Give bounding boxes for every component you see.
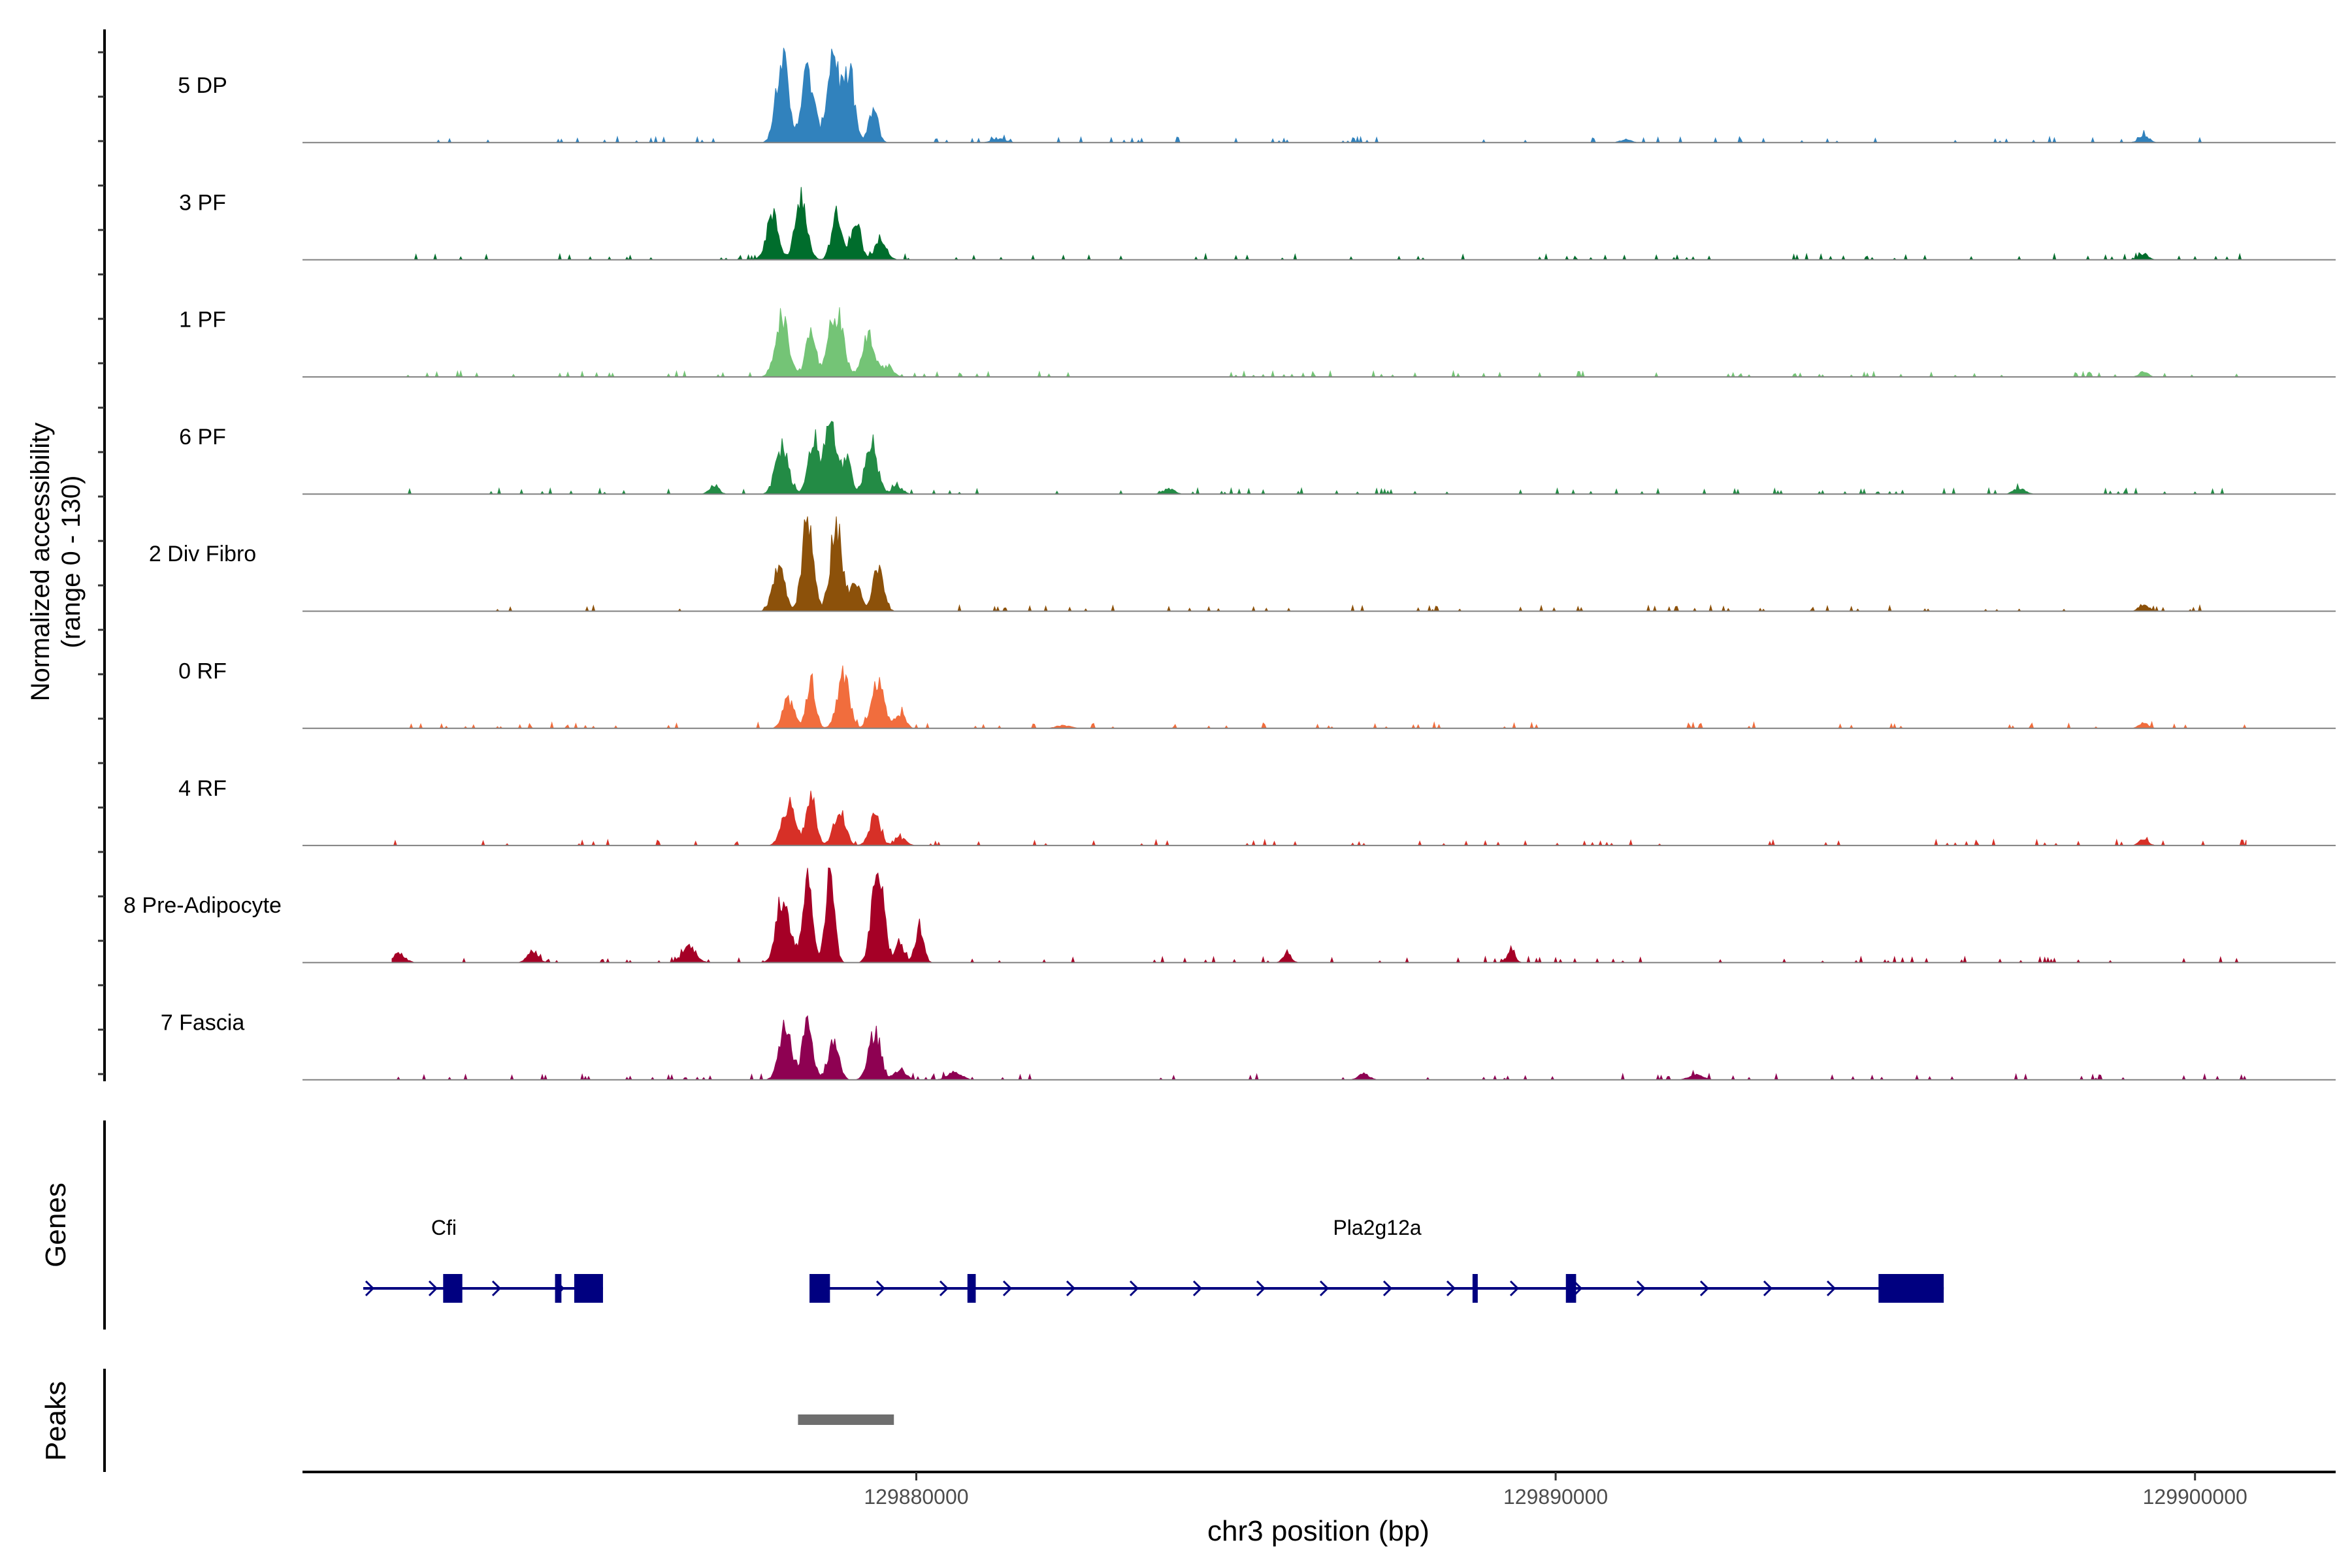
strand-arrow-icon	[1763, 1280, 1773, 1297]
genes-track-label: Genes	[40, 1183, 72, 1267]
coverage-area	[392, 1015, 2247, 1081]
coverage-track: 1 PF	[179, 307, 2336, 378]
coverage-area	[392, 307, 2246, 378]
coverage-track: 0 RF	[178, 659, 2336, 730]
gene-model: Cfi	[363, 1216, 603, 1303]
coverage-tracks: 5 DP 3 PF 1 PF 6 PF 2 Div Fibro 0 RF 4 RF 8 Pre…	[123, 48, 2336, 1081]
gene-exon	[555, 1274, 562, 1303]
track-label: 6 PF	[179, 425, 226, 449]
gene-exon	[1472, 1274, 1478, 1303]
gene-exon	[1878, 1274, 1944, 1303]
track-label: 5 DP	[178, 73, 227, 98]
strand-arrow-icon	[1509, 1280, 1520, 1297]
strand-arrow-icon	[1256, 1280, 1266, 1297]
gene-exon	[967, 1274, 976, 1303]
coverage-area	[391, 867, 2246, 964]
strand-arrow-icon	[1066, 1280, 1076, 1297]
gene-exon	[574, 1274, 603, 1303]
coverage-area	[392, 665, 2247, 730]
gene-label: Cfi	[431, 1216, 457, 1239]
track-label: 4 RF	[178, 776, 227, 801]
peak-region	[798, 1414, 894, 1425]
coverage-area	[392, 421, 2246, 495]
strand-arrow-icon	[428, 1280, 438, 1297]
strand-arrow-icon	[491, 1280, 502, 1297]
strand-arrow-icon	[1636, 1280, 1646, 1297]
coverage-area	[392, 516, 2246, 613]
strand-arrow-icon	[1192, 1280, 1203, 1297]
y-axis-title-line-1: Normalized accessibility	[26, 423, 55, 702]
x-tick-label: 129900000	[2143, 1485, 2247, 1509]
strand-arrow-icon	[1002, 1280, 1013, 1297]
gene-annotation-track: Cfi Pla2g12a	[363, 1216, 1944, 1303]
y-axis-title-line-2: (range 0 - 130)	[57, 476, 86, 649]
strand-arrow-icon	[875, 1280, 886, 1297]
gene-label: Pla2g12a	[1333, 1216, 1421, 1239]
coverage-track: 6 PF	[179, 421, 2336, 495]
coverage-track: 8 Pre-Adipocyte	[123, 867, 2336, 964]
strand-arrow-icon	[1446, 1280, 1456, 1297]
peaks-track-label: Peaks	[40, 1381, 72, 1461]
coverage-track: 3 PF	[179, 187, 2336, 261]
x-axis-title: chr3 position (bp)	[1207, 1515, 1429, 1547]
coverage-track: 5 DP	[178, 48, 2336, 144]
coverage-track: 2 Div Fibro	[149, 516, 2336, 613]
track-label: 1 PF	[179, 308, 226, 333]
coverage-track: 7 Fascia	[161, 1010, 2336, 1081]
x-axis-ticks: 129880000 129890000 129900000	[864, 1472, 2247, 1509]
strand-arrow-icon	[1699, 1280, 1710, 1297]
strand-arrow-icon	[939, 1280, 949, 1297]
track-label: 3 PF	[179, 190, 226, 215]
coverage-y-ticks	[98, 51, 105, 1075]
track-label: 7 Fascia	[161, 1010, 245, 1035]
gene-exon	[443, 1274, 463, 1303]
coverage-track: 4 RF	[178, 776, 2336, 847]
coverage-area	[392, 791, 2247, 847]
x-tick-label: 129880000	[864, 1485, 968, 1509]
x-tick-label: 129890000	[1503, 1485, 1608, 1509]
coverage-area	[392, 48, 2246, 144]
strand-arrow-icon	[1129, 1280, 1139, 1297]
track-label: 8 Pre-Adipocyte	[123, 893, 282, 918]
strand-arrow-icon	[1382, 1280, 1393, 1297]
coverage-area	[392, 187, 2246, 261]
strand-arrow-icon	[365, 1280, 375, 1297]
gene-exon	[1565, 1274, 1576, 1303]
track-label: 2 Div Fibro	[149, 542, 256, 566]
peaks-track	[798, 1414, 894, 1425]
strand-arrow-icon	[1573, 1280, 1583, 1297]
track-label: 0 RF	[178, 659, 227, 684]
gene-exon	[809, 1274, 830, 1303]
gene-model: Pla2g12a	[809, 1216, 1944, 1303]
strand-arrow-icon	[1319, 1280, 1330, 1297]
strand-arrow-icon	[1826, 1280, 1837, 1297]
y-axis-title: Normalized accessibility (range 0 - 130)	[26, 423, 86, 702]
